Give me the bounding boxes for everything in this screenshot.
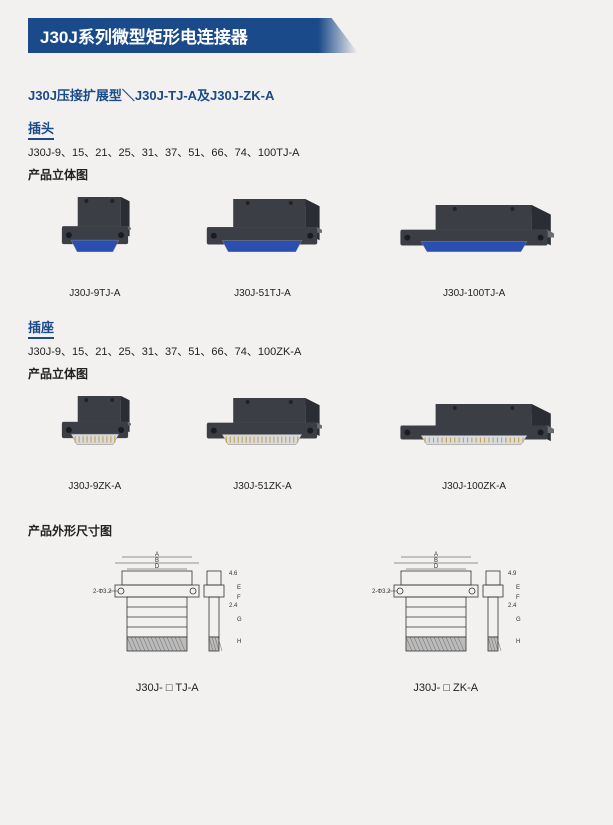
dimension-drawing: A B D 2-Φ3.2 4.9 2.4 E F G H J30J- □ ZK-… [356, 551, 536, 694]
socket-caption: 产品立体图 [28, 365, 585, 382]
svg-text:2-Φ3.2: 2-Φ3.2 [372, 589, 391, 595]
drawing-svg: A B D 2-Φ3.2 4.9 2.4 E F G H [356, 551, 536, 676]
drawings-row: A B D 2-Φ3.2 4.6 2.4 E F G H J30J- □ TJ-… [28, 551, 585, 694]
connector-label: J30J-100TJ-A [443, 288, 505, 299]
connector-label: J30J-9ZK-A [68, 481, 121, 492]
svg-text:E: E [516, 585, 520, 591]
connector-image [59, 193, 131, 282]
svg-text:D: D [434, 564, 439, 570]
connector-image [202, 394, 322, 475]
svg-text:G: G [516, 617, 521, 623]
svg-text:2.4: 2.4 [508, 603, 517, 609]
connector-label: J30J-9TJ-A [69, 288, 120, 299]
svg-text:F: F [237, 595, 241, 601]
svg-text:4.6: 4.6 [229, 571, 238, 577]
svg-text:G: G [237, 617, 242, 623]
connector-item: J30J-100TJ-A [394, 201, 554, 299]
series-subtitle: J30J压接扩展型＼J30J-TJ-A及J30J-ZK-A [28, 85, 585, 104]
connector-label: J30J-100ZK-A [442, 481, 506, 492]
svg-text:4.9: 4.9 [508, 571, 517, 577]
connector-image [394, 201, 554, 282]
connector-image [394, 400, 554, 475]
socket-row: J30J-9ZK-A J30J-51ZK-A [28, 392, 585, 492]
svg-text:D: D [155, 564, 160, 570]
plug-caption: 产品立体图 [28, 166, 585, 183]
drawing-label: J30J- □ ZK-A [413, 682, 478, 694]
plug-models: J30J-9、15、21、25、31、37、51、66、74、100TJ-A [28, 144, 585, 160]
svg-text:H: H [516, 639, 520, 645]
svg-text:H: H [237, 639, 241, 645]
socket-models: J30J-9、15、21、25、31、37、51、66、74、100ZK-A [28, 343, 585, 359]
dimension-section: 产品外形尺寸图 A B D 2-Φ3.2 [28, 522, 585, 694]
connector-image [202, 195, 322, 282]
page-title-banner: J30J系列微型矩形电连接器 [28, 18, 358, 53]
plug-section: 插头 J30J-9、15、21、25、31、37、51、66、74、100TJ-… [28, 118, 585, 299]
connector-image [59, 392, 131, 475]
svg-text:F: F [516, 595, 520, 601]
plug-heading: 插头 [28, 118, 54, 140]
drawing-label: J30J- □ TJ-A [136, 682, 199, 694]
connector-item: J30J-9TJ-A [59, 193, 131, 299]
connector-item: J30J-51TJ-A [202, 195, 322, 299]
svg-text:E: E [237, 585, 241, 591]
connector-item: J30J-9ZK-A [59, 392, 131, 492]
dimension-drawing: A B D 2-Φ3.2 4.6 2.4 E F G H J30J- □ TJ-… [77, 551, 257, 694]
svg-text:2-Φ3.2: 2-Φ3.2 [93, 589, 112, 595]
connector-item: J30J-100ZK-A [394, 400, 554, 492]
connector-item: J30J-51ZK-A [202, 394, 322, 492]
dimension-caption: 产品外形尺寸图 [28, 522, 585, 539]
svg-text:2.4: 2.4 [229, 603, 238, 609]
connector-label: J30J-51TJ-A [234, 288, 291, 299]
drawing-svg: A B D 2-Φ3.2 4.6 2.4 E F G H [77, 551, 257, 676]
plug-row: J30J-9TJ-A J30J-51TJ-A [28, 193, 585, 299]
socket-heading: 插座 [28, 317, 54, 339]
socket-section: 插座 J30J-9、15、21、25、31、37、51、66、74、100ZK-… [28, 317, 585, 492]
connector-label: J30J-51ZK-A [233, 481, 291, 492]
